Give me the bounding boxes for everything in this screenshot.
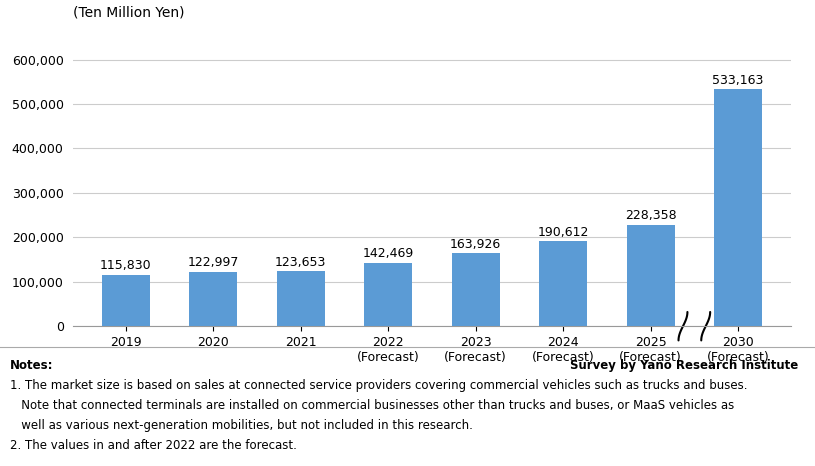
Text: 123,653: 123,653 [275,255,327,268]
Text: well as various next-generation mobilities, but not included in this research.: well as various next-generation mobiliti… [10,419,473,432]
Bar [627,225,675,326]
Text: Survey by Yano Research Institute: Survey by Yano Research Institute [570,359,799,372]
Bar [102,275,150,326]
Bar [714,89,762,326]
Bar [452,254,500,326]
Text: 2. The values in and after 2022 are the forecast.: 2. The values in and after 2022 are the … [10,439,297,452]
Text: 142,469: 142,469 [363,247,414,260]
Text: Note that connected terminals are installed on commercial businesses other than : Note that connected terminals are instal… [10,399,734,412]
Bar [539,241,587,326]
Text: 163,926: 163,926 [450,238,501,251]
Text: 115,830: 115,830 [100,259,152,272]
Text: (Ten Million Yen): (Ten Million Yen) [73,6,185,20]
Bar [189,272,237,326]
Text: 1. The market size is based on sales at connected service providers covering com: 1. The market size is based on sales at … [10,379,747,392]
Text: Notes:: Notes: [10,359,53,372]
Bar [277,271,325,326]
Text: 533,163: 533,163 [712,74,764,87]
Text: 228,358: 228,358 [625,209,676,222]
Text: 122,997: 122,997 [187,256,239,269]
Text: 190,612: 190,612 [537,226,588,239]
Bar [364,263,412,326]
